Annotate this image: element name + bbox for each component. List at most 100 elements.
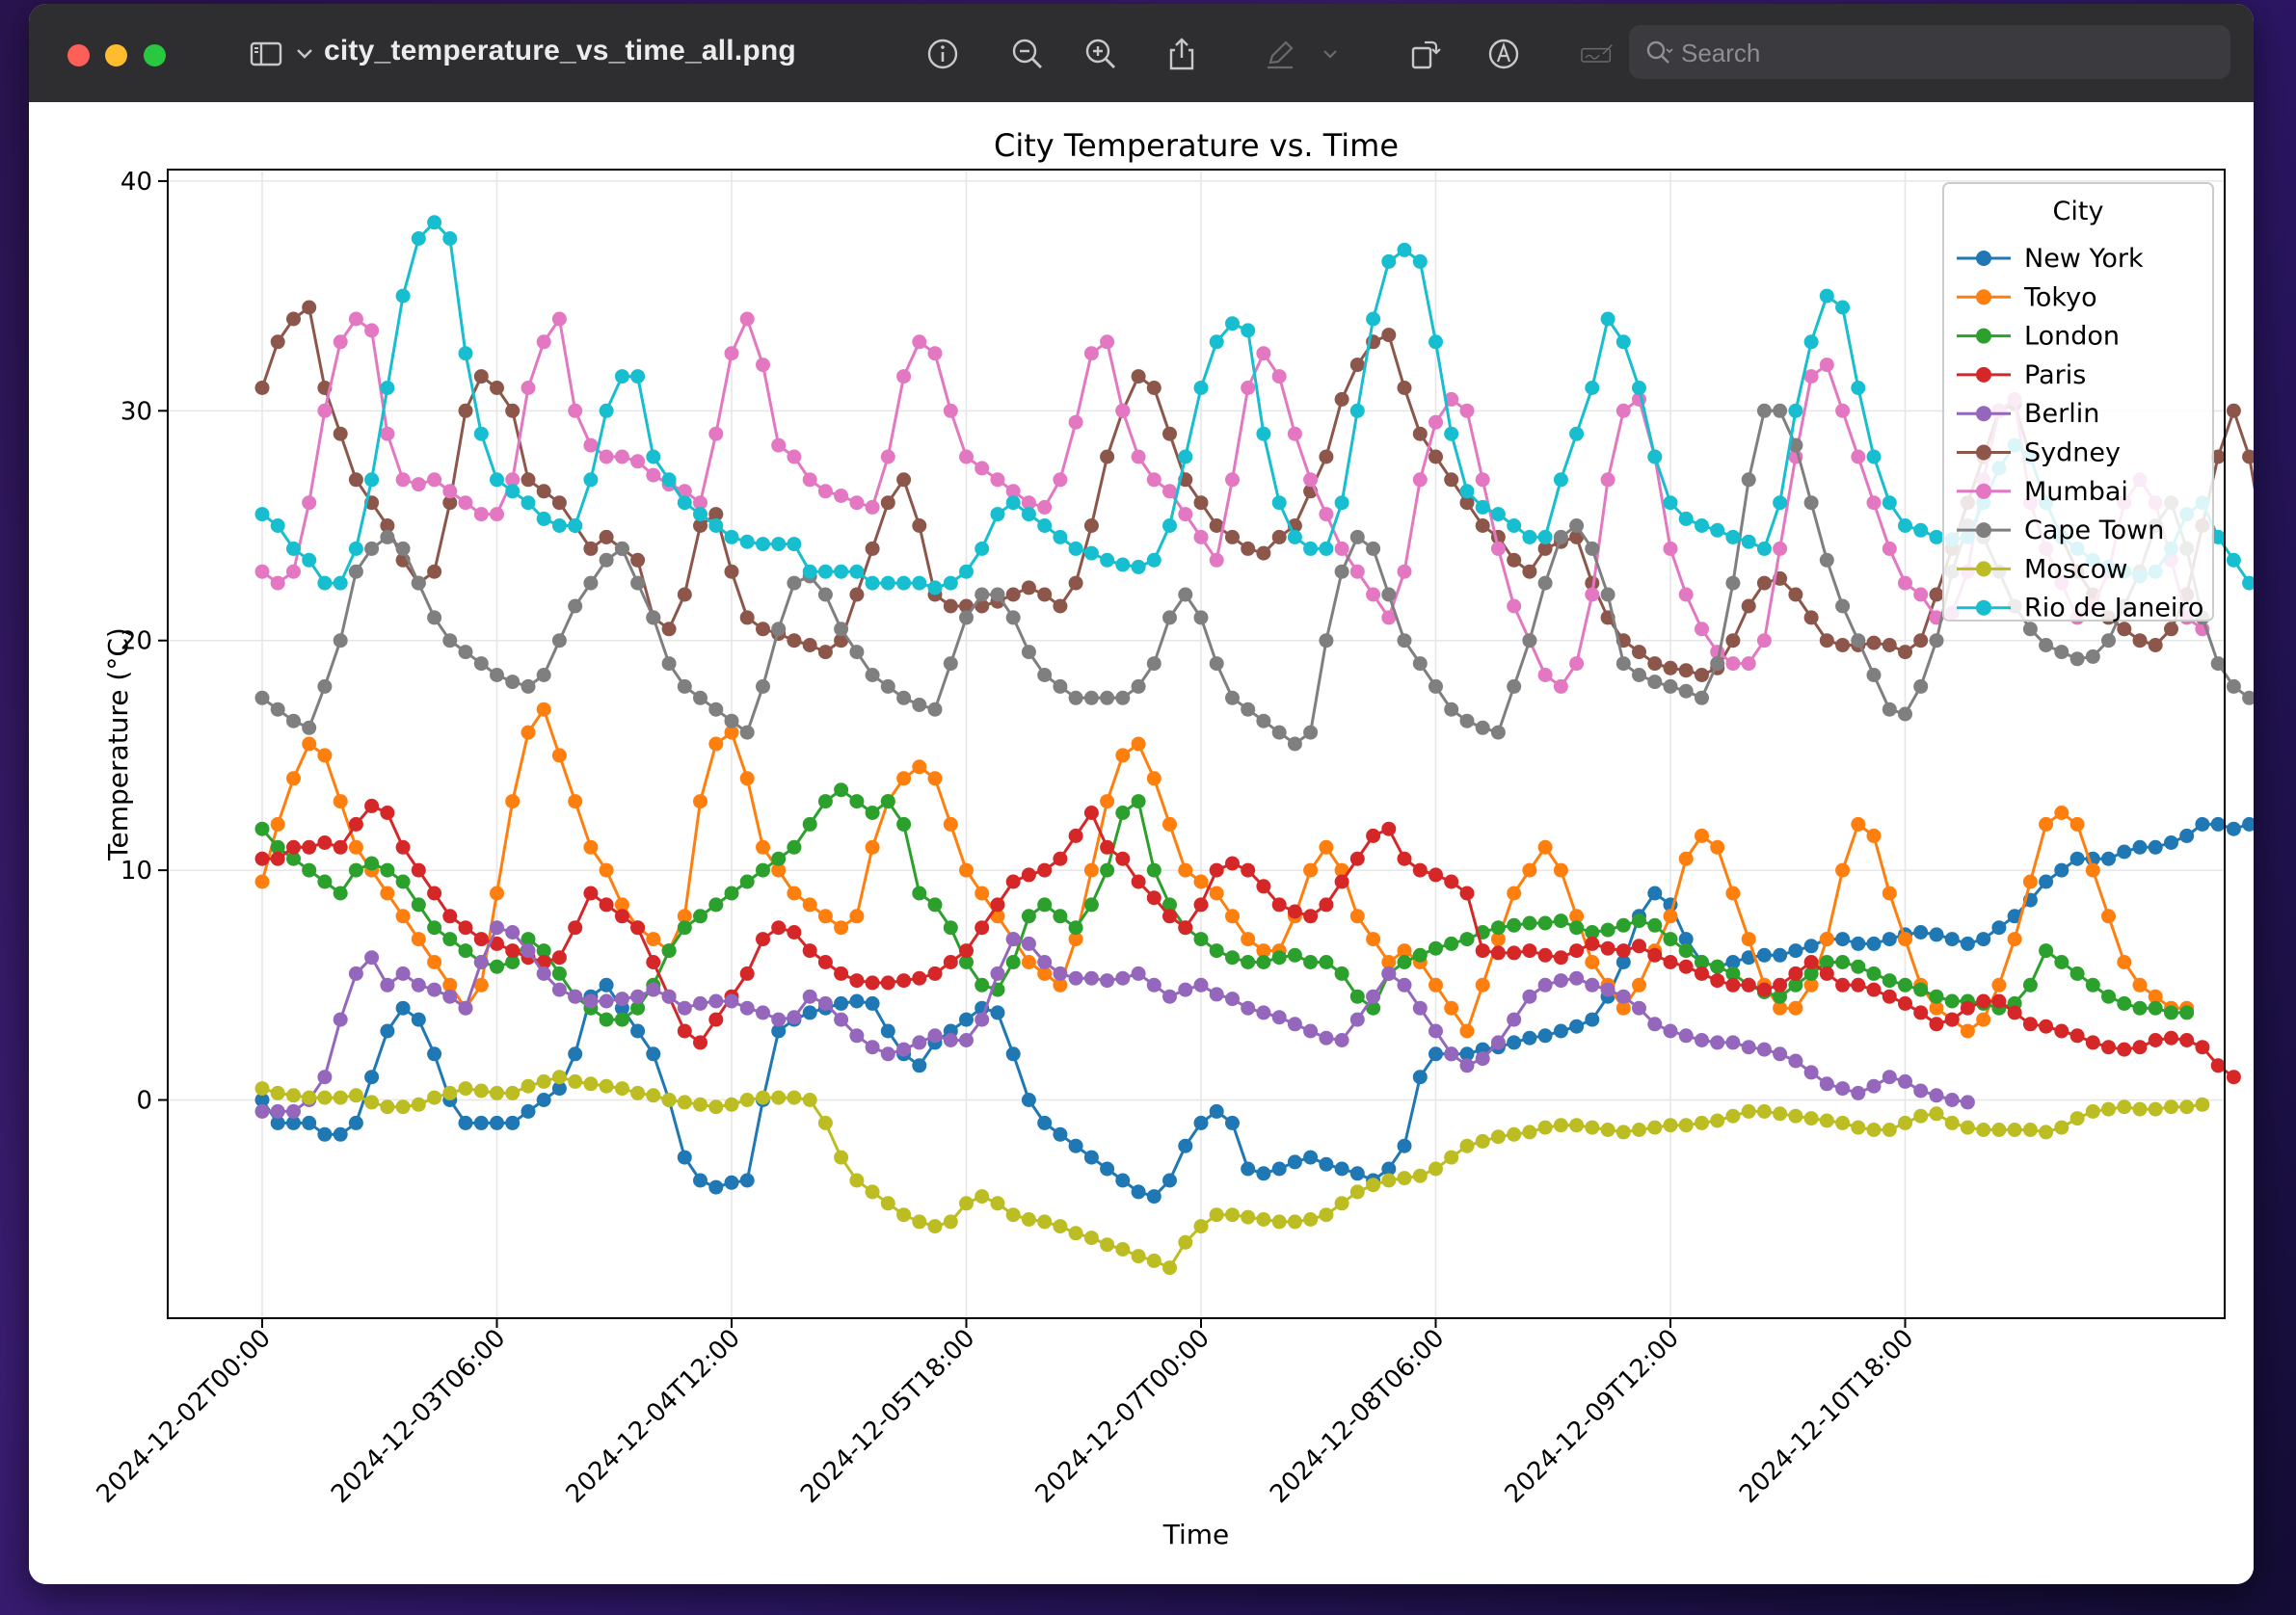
data-point bbox=[927, 771, 943, 786]
data-point bbox=[912, 886, 927, 901]
data-point bbox=[568, 989, 583, 1004]
data-point bbox=[739, 725, 755, 740]
data-point bbox=[739, 1173, 755, 1188]
data-point bbox=[458, 645, 473, 660]
search-input[interactable] bbox=[1679, 35, 2203, 71]
data-point bbox=[583, 1076, 599, 1092]
data-point bbox=[771, 851, 787, 866]
data-point bbox=[974, 1189, 990, 1205]
data-point bbox=[1225, 472, 1240, 488]
data-point bbox=[1553, 950, 1568, 966]
data-point bbox=[834, 966, 849, 981]
data-point bbox=[1803, 939, 1819, 954]
data-point bbox=[1537, 1028, 1553, 1044]
data-point bbox=[395, 288, 411, 304]
data-point bbox=[254, 1103, 270, 1119]
share-icon[interactable] bbox=[1161, 33, 1203, 75]
data-point bbox=[2085, 1035, 2100, 1050]
data-point bbox=[2039, 638, 2054, 652]
data-point bbox=[1397, 381, 1412, 395]
data-point bbox=[490, 381, 504, 395]
data-point bbox=[583, 993, 599, 1009]
data-point bbox=[630, 552, 646, 568]
data-point bbox=[1412, 947, 1428, 963]
data-point bbox=[317, 1126, 333, 1142]
data-point bbox=[693, 1173, 707, 1188]
series-london bbox=[254, 782, 2195, 1027]
data-point bbox=[1303, 1150, 1319, 1165]
data-point bbox=[802, 816, 817, 832]
plot-frame bbox=[167, 169, 2226, 1319]
data-point bbox=[1068, 1138, 1083, 1153]
data-point bbox=[2179, 828, 2195, 843]
data-point bbox=[1444, 702, 1459, 717]
data-point bbox=[348, 966, 363, 981]
data-point bbox=[1788, 1053, 1803, 1069]
data-point bbox=[1225, 690, 1240, 705]
annotate-icon[interactable] bbox=[1482, 33, 1525, 75]
legend-label: Tokyo bbox=[2023, 282, 2097, 312]
data-point bbox=[1788, 966, 1803, 981]
chevron-down-icon[interactable] bbox=[293, 33, 316, 75]
data-point bbox=[1522, 862, 1537, 878]
data-point bbox=[1428, 867, 1443, 883]
data-point bbox=[1678, 959, 1694, 974]
minimize-window-button[interactable] bbox=[105, 44, 127, 66]
data-point bbox=[1428, 940, 1443, 956]
data-point bbox=[1710, 1035, 1725, 1050]
zoom-out-icon[interactable] bbox=[1006, 33, 1049, 75]
data-point bbox=[286, 839, 301, 855]
data-point bbox=[2039, 943, 2054, 959]
search-field[interactable] bbox=[1629, 25, 2230, 79]
data-point bbox=[2101, 633, 2116, 649]
close-window-button[interactable] bbox=[67, 44, 90, 66]
data-point bbox=[661, 989, 677, 1004]
data-point bbox=[364, 798, 380, 813]
data-point bbox=[1256, 955, 1271, 969]
info-icon[interactable] bbox=[921, 33, 964, 75]
signature-icon[interactable] bbox=[1571, 33, 1623, 75]
data-point bbox=[1225, 856, 1240, 871]
data-point bbox=[1225, 316, 1240, 331]
data-point bbox=[1115, 557, 1131, 572]
preview-window: city_temperature_vs_time_all.png bbox=[29, 4, 2254, 1584]
separator-chevron-icon[interactable] bbox=[1321, 33, 1340, 75]
data-point bbox=[1037, 966, 1053, 981]
data-point bbox=[1678, 683, 1694, 699]
data-point bbox=[1397, 977, 1412, 993]
data-point bbox=[787, 633, 802, 649]
data-point bbox=[1632, 668, 1646, 682]
data-point bbox=[630, 575, 646, 591]
data-point bbox=[1490, 1129, 1506, 1145]
data-point bbox=[1585, 575, 1600, 591]
data-point bbox=[333, 575, 348, 591]
rotate-icon[interactable] bbox=[1403, 33, 1446, 75]
sidebar-icon[interactable] bbox=[245, 33, 287, 75]
data-point bbox=[505, 403, 521, 418]
data-point bbox=[834, 633, 849, 649]
data-point bbox=[1882, 541, 1897, 556]
data-point bbox=[1319, 507, 1334, 522]
markup-pen-icon[interactable] bbox=[1259, 33, 1301, 75]
x-tick-label: 2024-12-08T06:00 bbox=[1265, 1324, 1450, 1509]
data-point bbox=[583, 541, 599, 556]
data-point bbox=[583, 437, 599, 453]
data-point bbox=[630, 989, 646, 1004]
zoom-in-icon[interactable] bbox=[1080, 33, 1122, 75]
data-point bbox=[677, 920, 692, 936]
data-point bbox=[1100, 690, 1115, 705]
x-axis-label: Time bbox=[1162, 1519, 1230, 1550]
data-point bbox=[1507, 1035, 1522, 1050]
data-point bbox=[458, 1115, 473, 1130]
data-point bbox=[802, 564, 817, 579]
data-point bbox=[1507, 598, 1522, 614]
data-point bbox=[1678, 932, 1694, 947]
data-point bbox=[834, 1012, 849, 1027]
data-point bbox=[302, 862, 317, 878]
fullscreen-window-button[interactable] bbox=[144, 44, 166, 66]
data-point bbox=[1162, 426, 1177, 441]
data-point bbox=[1490, 507, 1506, 522]
data-point bbox=[333, 426, 348, 441]
data-point bbox=[787, 449, 802, 464]
data-point bbox=[1803, 369, 1819, 384]
